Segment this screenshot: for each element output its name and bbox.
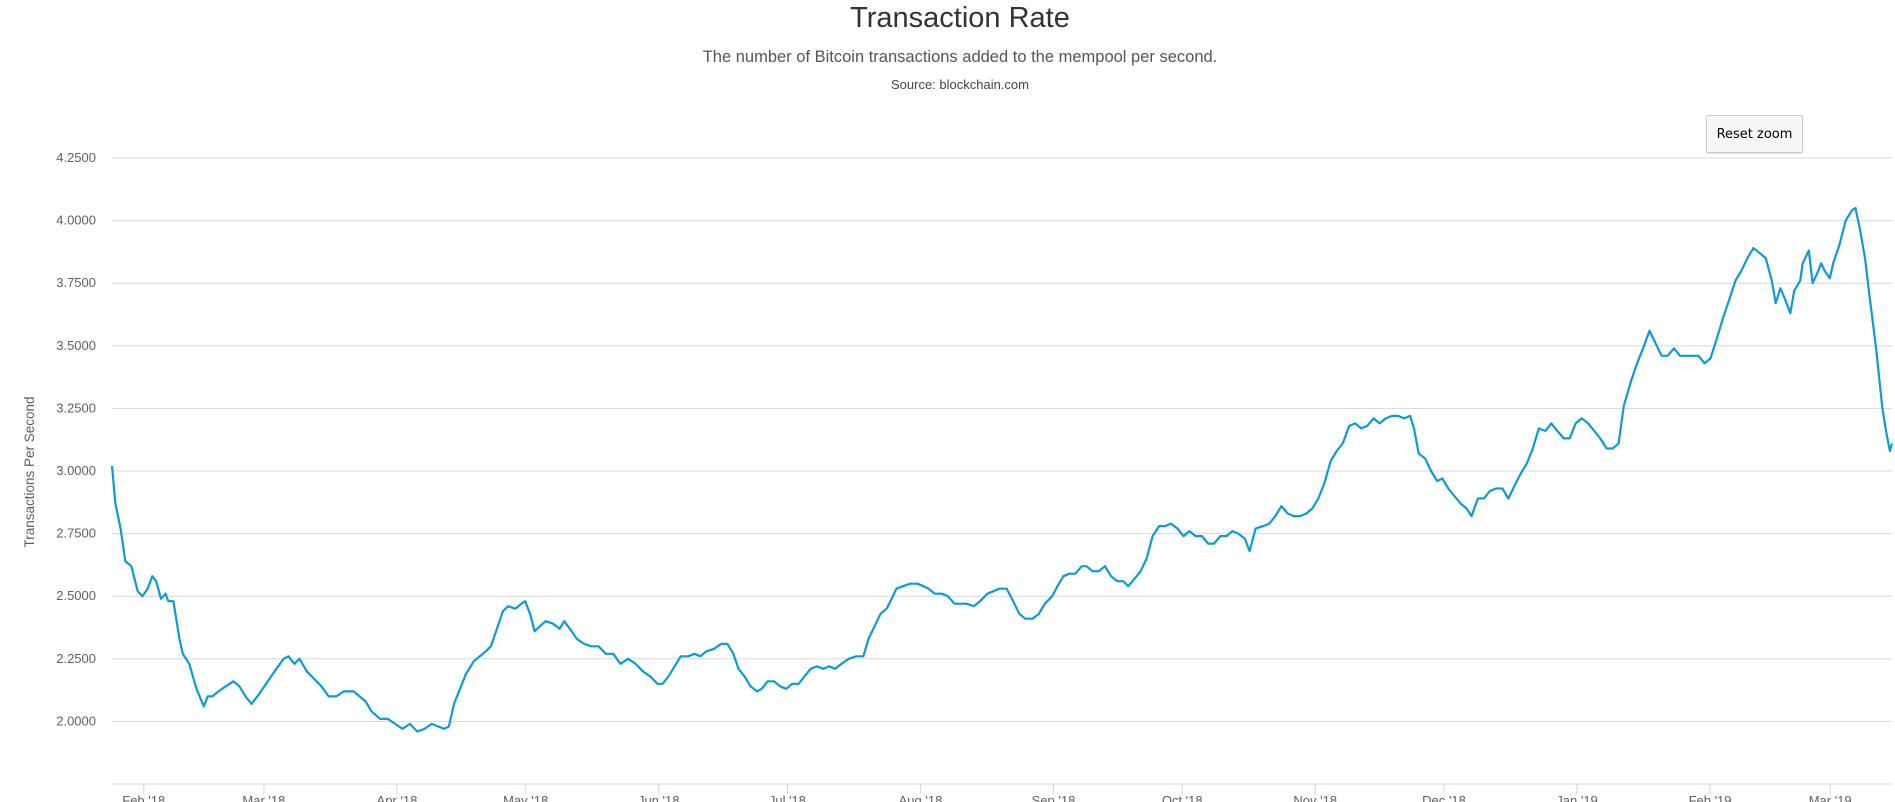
x-tick-label: Jan '19 (1556, 793, 1598, 802)
gridlines (112, 157, 1892, 722)
x-tick-label: Mar '19 (1809, 793, 1852, 802)
x-tick-label: Dec '18 (1422, 793, 1466, 802)
y-tick-label: 2.7500 (56, 526, 96, 541)
chart-title: Transaction Rate (850, 2, 1070, 34)
x-tick-label: May '18 (503, 793, 548, 802)
y-tick-label: 3.0000 (56, 463, 96, 478)
chart-subtitle: The number of Bitcoin transactions added… (703, 48, 1218, 66)
y-tick-label: 4.2500 (56, 150, 96, 165)
reset-zoom-button[interactable]: Reset zoom (1706, 115, 1803, 153)
y-tick-label: 4.0000 (56, 213, 96, 228)
y-tick-label: 2.0000 (56, 713, 96, 728)
y-tick-label: 2.5000 (56, 588, 96, 603)
y-tick-label: 3.2500 (56, 400, 96, 415)
y-axis-ticks: 2.0000 2.2500 2.5000 2.7500 3.0000 3.2500 3.50… (56, 150, 96, 728)
x-tick-label: Aug '18 (899, 793, 943, 802)
y-tick-label: 2.2500 (56, 651, 96, 666)
x-axis-ticks: Feb '18 Mar '18 Apr '18 May '18 Jun '18 Jul '… (122, 784, 1852, 802)
x-tick-label: Feb '18 (122, 793, 165, 802)
x-tick-label: Nov '18 (1293, 793, 1337, 802)
x-tick-label: Jun '18 (638, 793, 680, 802)
series-line-transaction-rate[interactable] (110, 207, 1894, 733)
y-axis-title: Transactions Per Second (22, 396, 37, 547)
y-tick-label: 3.5000 (56, 338, 96, 353)
x-tick-label: Apr '18 (377, 793, 418, 802)
x-tick-label: Sep '18 (1032, 793, 1076, 802)
x-tick-label: Feb '19 (1689, 793, 1732, 802)
x-tick-label: Oct '18 (1162, 793, 1203, 802)
x-tick-label: Jul '18 (769, 793, 806, 802)
x-tick-label: Mar '18 (242, 793, 285, 802)
chart-source: Source: blockchain.com (891, 77, 1029, 92)
y-tick-label: 3.7500 (56, 275, 96, 290)
